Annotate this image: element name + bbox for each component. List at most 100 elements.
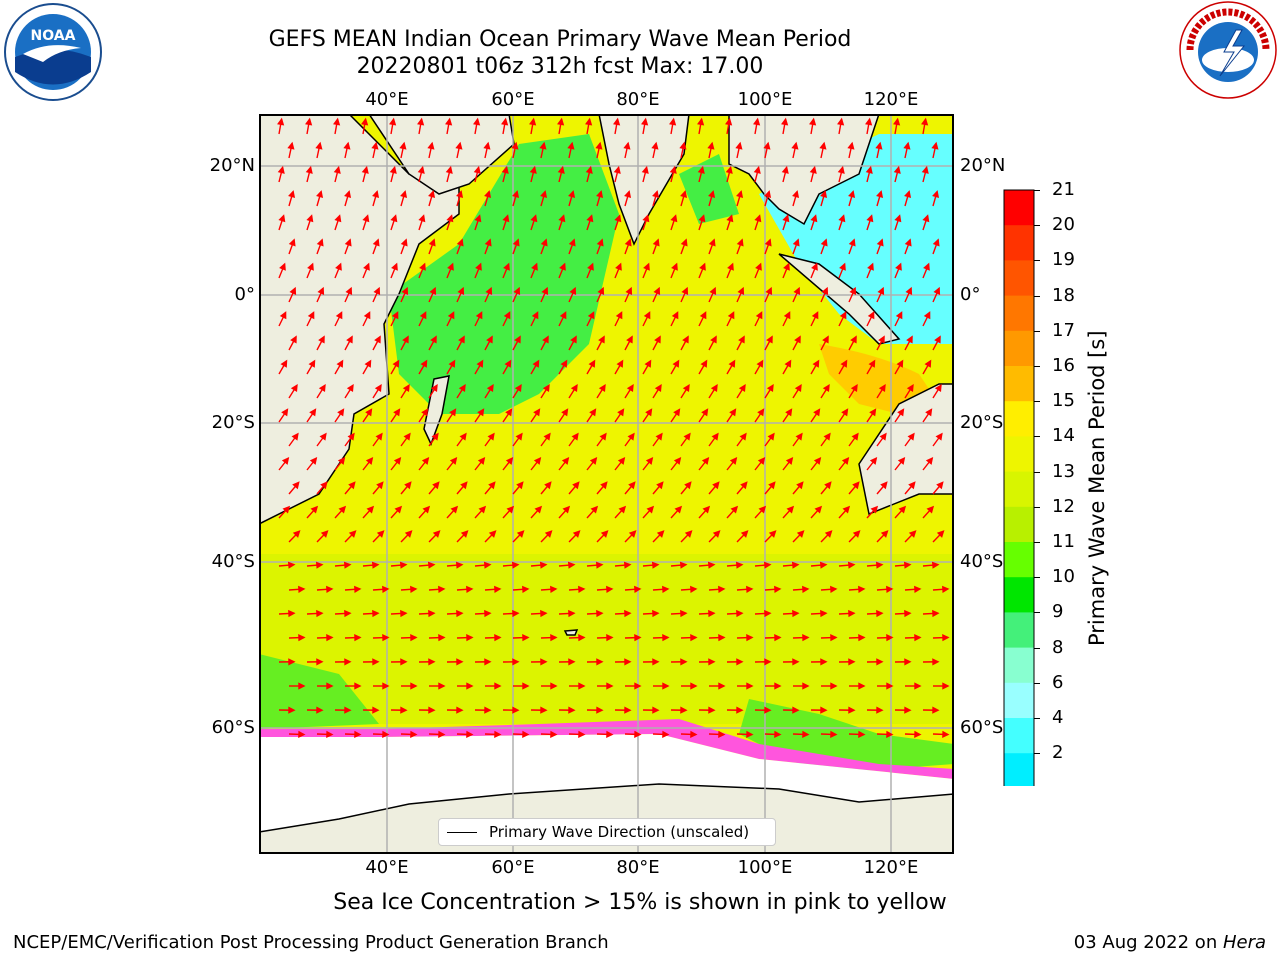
wave-arrow-head <box>764 190 772 199</box>
wave-arrow-head <box>634 585 642 593</box>
wave-arrow-head <box>774 585 782 593</box>
wave-arrow-head <box>712 530 721 538</box>
colorbar-tick-label: 12 <box>1052 495 1075 517</box>
wave-arrow-head <box>512 706 520 714</box>
wave-arrow-head <box>486 383 494 393</box>
wave-arrow-head <box>643 311 651 320</box>
wave-arrow-head <box>680 658 688 666</box>
colorbar-segment <box>1004 647 1034 684</box>
wave-arrow-head <box>895 262 902 271</box>
wave-arrow-head <box>587 311 595 320</box>
wave-arrow-head <box>343 141 351 150</box>
wave-arrow-head <box>326 730 334 738</box>
wave-arrow-head <box>642 214 650 223</box>
map-frame <box>259 114 954 854</box>
wave-arrow-head <box>448 359 456 368</box>
wave-arrow-head <box>568 238 576 247</box>
wave-arrow-head <box>613 165 621 174</box>
wave-arrow-head <box>875 141 883 150</box>
wave-arrow-head <box>893 117 901 126</box>
wave-arrow-head <box>652 609 660 618</box>
wave-arrow-head <box>914 585 922 593</box>
wave-arrow-head <box>794 335 801 344</box>
wave-arrow-head <box>708 238 716 247</box>
bottom-tick: 40°E <box>365 857 409 878</box>
wave-arrow-head <box>542 383 550 393</box>
wave-arrow-head <box>514 383 522 393</box>
colorbar-tick-mark <box>1034 366 1040 367</box>
wave-arrow-head <box>662 682 670 690</box>
wave-arrow-head <box>455 561 464 569</box>
wave-arrow-head <box>681 286 689 295</box>
wave-arrow-head <box>646 505 655 514</box>
wave-arrow-head <box>458 383 466 393</box>
wave-arrow-head <box>400 190 408 199</box>
wave-arrow-head <box>516 530 525 538</box>
chart-subtitle: 20220801 t06z 312h fcst Max: 17.00 <box>356 54 764 79</box>
wave-arrow-head <box>478 505 487 514</box>
wave-arrow-head <box>382 730 390 738</box>
wave-arrow-head <box>450 505 459 514</box>
wave-arrow-head <box>810 214 818 223</box>
wave-arrow-head <box>567 141 575 150</box>
top-tick: 100°E <box>737 89 793 110</box>
wave-arrow-head <box>402 335 409 344</box>
wave-arrow-head <box>344 238 352 247</box>
wave-arrow-head <box>781 117 789 126</box>
green-region-bengal <box>679 154 739 224</box>
wave-arrow-head <box>578 585 586 593</box>
wave-arrow-head <box>571 432 579 441</box>
wave-arrow-head <box>456 238 464 247</box>
wave-arrow-head <box>422 505 431 514</box>
wave-arrow-head <box>903 141 911 150</box>
wave-arrow-head <box>655 432 663 441</box>
wave-arrow-head <box>866 214 874 223</box>
wave-arrow-head <box>758 505 767 514</box>
wave-arrow-head <box>516 481 524 490</box>
wave-arrow-head <box>375 432 383 441</box>
wave-arrow-head <box>643 262 650 271</box>
colorbar-segment <box>1004 506 1034 543</box>
wave-arrow-head <box>288 706 296 714</box>
wave-arrow-head <box>802 634 810 642</box>
wave-arrow-head <box>849 286 857 295</box>
wave-arrow-head <box>839 262 846 271</box>
wave-arrow-head <box>534 505 543 514</box>
wave-arrow-head <box>870 505 879 514</box>
wave-arrow-head <box>906 335 913 344</box>
wave-arrow-head <box>796 481 804 490</box>
wave-arrow-head <box>344 190 352 199</box>
wave-arrow-head <box>511 141 519 150</box>
wave-arrow-head <box>587 262 594 271</box>
wave-arrow-head <box>543 432 551 441</box>
wave-arrow-head <box>712 481 720 490</box>
wave-arrow-head <box>540 238 548 247</box>
wave-arrow-head <box>877 286 885 295</box>
wave-arrow-head <box>363 262 370 271</box>
wave-arrow-head <box>522 730 530 738</box>
wave-arrow-head <box>680 706 688 714</box>
wave-arrow-head <box>346 335 353 344</box>
wave-arrow-head <box>455 141 463 150</box>
wave-arrow-head <box>623 561 632 569</box>
wave-arrow-head <box>858 682 866 690</box>
wave-arrow-head <box>786 505 795 514</box>
bottom-tick: 80°E <box>616 857 660 878</box>
wave-arrow-head <box>848 658 856 666</box>
wave-arrow-head <box>837 165 845 174</box>
wave-arrow-head <box>502 214 510 223</box>
wave-arrow-head <box>418 214 426 223</box>
wave-arrow-head <box>922 214 930 223</box>
footer-credit: NCEP/EMC/Verification Post Processing Pr… <box>13 932 609 953</box>
wave-arrow-head <box>674 505 683 514</box>
wave-arrow-head <box>290 335 297 344</box>
wave-arrow-head <box>348 530 357 538</box>
wave-arrow-head <box>533 456 542 465</box>
wave-arrow-head <box>438 585 446 593</box>
top-tick: 60°E <box>491 89 535 110</box>
wave-arrow-head <box>494 585 502 593</box>
wave-arrow-head <box>382 585 390 593</box>
wave-arrow-head <box>746 730 754 738</box>
colorbar-tick-label: 8 <box>1052 636 1064 658</box>
wave-arrow-head <box>851 432 859 441</box>
